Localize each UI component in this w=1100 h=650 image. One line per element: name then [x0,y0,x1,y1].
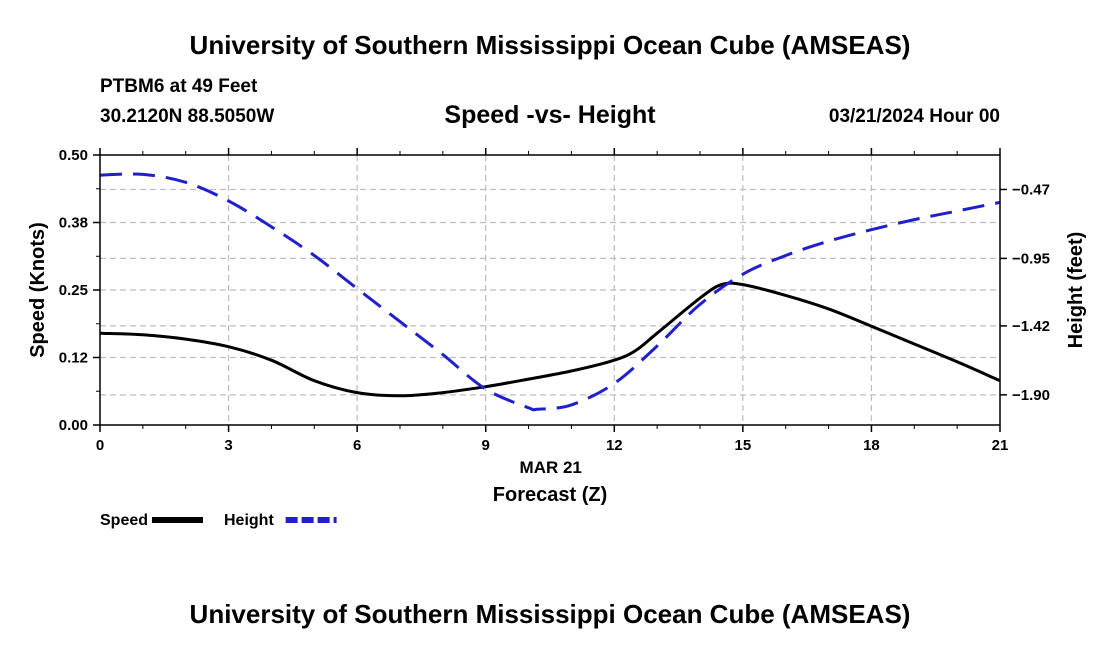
x-date-label: MAR 21 [520,458,582,477]
legend-label-height: Height [224,512,274,529]
x-tick-label: 0 [96,437,104,454]
chart-subtitle: Speed -vs- Height [444,101,656,129]
legend-label-speed: Speed [100,512,148,529]
grid-layer [100,155,1000,425]
x-tick-label: 9 [482,437,490,454]
y-right-tick-label: −1.42 [1012,318,1050,335]
x-tick-label: 18 [863,437,880,454]
station-label: PTBM6 at 49 Feet [100,76,258,97]
coordinates-label: 30.2120N 88.5050W [100,106,275,127]
x-tick-label: 12 [606,437,623,454]
y-left-axis-title: Speed (Knots) [27,222,49,358]
series-layer [99,172,1001,412]
y-right-tick-label: −0.47 [1012,181,1050,198]
y-left-tick-label: 0.38 [59,215,88,232]
x-tick-label: 6 [353,437,361,454]
x-axis-title: Forecast (Z) [493,484,607,506]
series-line-height [99,172,1001,412]
x-tick-label: 15 [735,437,752,454]
label-layer: 0 3 6 9 12 15 18 21 0.00 0.12 0.25 0.38 0.50 −0.47 −0.… [27,147,1087,529]
y-left-tick-label: 0.25 [59,282,88,299]
y-left-tick-label: 0.00 [59,417,88,434]
x-tick-label: 21 [992,437,1009,454]
y-right-axis-title: Height (feet) [1065,232,1087,349]
top-title: University of Southern Mississippi Ocean… [189,30,911,60]
y-left-tick-label: 0.50 [59,147,88,164]
series-line-speed [99,281,1001,398]
y-right-tick-label: −0.95 [1012,250,1050,267]
y-right-tick-label: −1.90 [1012,387,1050,404]
axis-layer [93,148,1007,432]
y-left-tick-label: 0.12 [59,350,88,367]
datetime-label: 03/21/2024 Hour 00 [828,106,1000,127]
bottom-title: University of Southern Mississippi Ocean… [189,599,911,629]
x-tick-label: 3 [224,437,232,454]
